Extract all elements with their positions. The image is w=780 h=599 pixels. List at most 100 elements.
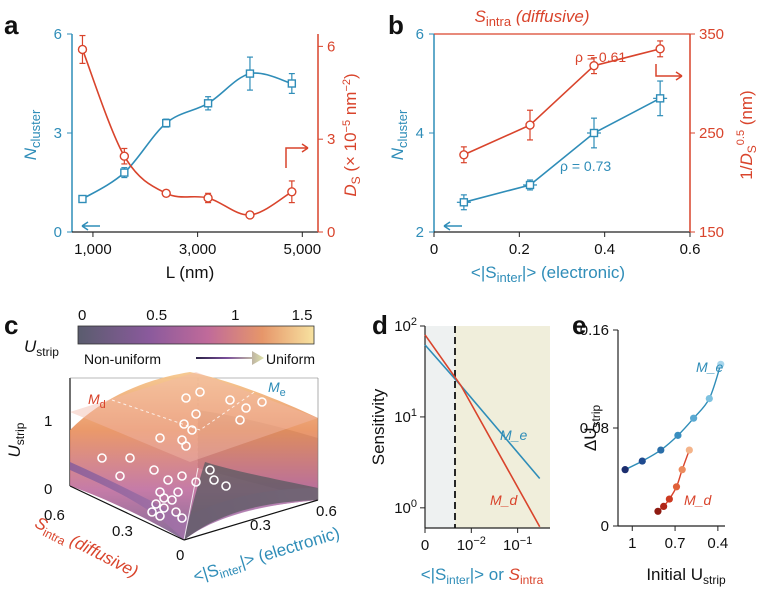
panel-a-s0-point-0 bbox=[78, 194, 87, 204]
panel-b-line-0 bbox=[463, 48, 661, 156]
panel-e-s1-point-5 bbox=[685, 446, 693, 454]
panel-c-point-3 bbox=[241, 403, 251, 413]
panel-c-point-15 bbox=[163, 475, 173, 485]
panel-e-xtick-label-0: 1 bbox=[628, 535, 636, 552]
panel-a-yrtick-label-1: 3 bbox=[327, 131, 335, 148]
panel-c-point-10 bbox=[181, 441, 191, 451]
panel-a-s1-point-0 bbox=[77, 44, 88, 55]
panel-d-xtick-label-1: 10−2 bbox=[457, 535, 486, 554]
panel-e-chart: 1 0.7 0.4 0 0.08 0.16 M_e M_d ΔUstrip Initial… bbox=[580, 322, 728, 587]
panel-b-y-right-label: 1/DS0.5 (nm) bbox=[735, 90, 759, 179]
panel-e-s1-point-3 bbox=[672, 483, 681, 491]
panel-e-s1-point-2 bbox=[665, 495, 673, 503]
panel-c-point-4 bbox=[257, 397, 267, 407]
panel-c-point-2 bbox=[225, 395, 235, 405]
panel-a-yltick-label-0: 0 bbox=[54, 224, 62, 241]
panel-b-s0-point-3 bbox=[655, 44, 665, 54]
panel-a-s1-point-4 bbox=[245, 210, 255, 220]
panel-d-xtick-label-0: 0 bbox=[421, 537, 429, 554]
panel-c-point-27 bbox=[171, 507, 181, 517]
panel-c-point-7 bbox=[179, 419, 189, 429]
panel-a-s1-point-5 bbox=[287, 187, 297, 197]
panel-c-cbtick-1: 0.5 bbox=[146, 307, 167, 324]
panel-c-point-18 bbox=[205, 465, 215, 475]
panel-d-shade-right bbox=[455, 326, 550, 528]
panel-a-s1-point-3 bbox=[203, 193, 213, 203]
panel-b-yltick-label-0: 2 bbox=[416, 224, 424, 241]
panel-b-yltick-label-1: 4 bbox=[416, 125, 424, 142]
panel-a-s0-point-1 bbox=[120, 168, 129, 177]
panel-b-s1-point-0 bbox=[459, 198, 469, 207]
panel-e-s0-point-0 bbox=[621, 466, 629, 474]
panel-c-point-5 bbox=[235, 415, 245, 425]
panel-b-label: b bbox=[388, 10, 404, 40]
svg-text:1/DS0.5 (nm): 1/DS0.5 (nm) bbox=[735, 90, 759, 179]
panel-c-ztick-1: 1 bbox=[44, 413, 52, 430]
panel-c-y-axis bbox=[183, 499, 319, 541]
panel-c-me-label: Me bbox=[268, 379, 286, 399]
panel-c-z-label: Ustrip bbox=[5, 422, 27, 457]
panel-b-xtick-label-0: 0 bbox=[430, 241, 438, 258]
panel-c-cbtick-0: 0 bbox=[78, 307, 86, 324]
panel-a-yltick-label-2: 6 bbox=[54, 26, 62, 43]
panel-e-label: e bbox=[572, 310, 586, 340]
svg-text:Ncluster: Ncluster bbox=[388, 109, 410, 160]
panel-d-line-1 bbox=[424, 334, 541, 528]
panel-a-xtick-label-0: 1,000 bbox=[74, 241, 112, 258]
panel-a-y-right-label: DS (× 10−5 nm−2) bbox=[341, 73, 363, 196]
svg-text:Ncluster: Ncluster bbox=[21, 109, 43, 160]
panel-c-colorbar-label: Ustrip bbox=[24, 337, 59, 359]
panel-b-title: Sintra (diffusive) bbox=[474, 7, 589, 29]
panel-e-s0-point-1 bbox=[638, 457, 646, 465]
panel-b-yltick-label-2: 6 bbox=[416, 26, 424, 43]
panel-e-ytick-label-2: 0.16 bbox=[580, 322, 609, 339]
panel-c-gradient-left: Non-uniform bbox=[84, 351, 161, 367]
panel-c-dashed-lines bbox=[111, 387, 261, 431]
panel-b-yrtick-label-2: 350 bbox=[699, 26, 724, 43]
panel-d-me-label: M_e bbox=[500, 427, 527, 443]
panel-c-point-8 bbox=[187, 425, 197, 435]
panel-d-x-label: <|Sinter|> or Sintra bbox=[421, 565, 544, 587]
panel-a-yrtick-label-2: 6 bbox=[327, 38, 335, 55]
panel-a-yltick-label-1: 3 bbox=[54, 125, 62, 142]
panel-e-y-label: ΔUstrip bbox=[581, 405, 603, 452]
panel-c-gradient-right: Uniform bbox=[266, 351, 315, 367]
panel-c-chart: Ustrip 0 0.5 1 1.5 Non-uniform Uniform Md M… bbox=[5, 307, 342, 586]
panel-c-x-axis bbox=[69, 485, 185, 541]
panel-b-s1-point-3 bbox=[655, 94, 665, 103]
panel-c-point-0 bbox=[181, 393, 191, 403]
panel-b-x-label: <|Sinter|> (electronic) bbox=[471, 263, 625, 285]
panel-d-label: d bbox=[372, 310, 388, 340]
panel-e-me-label: M_e bbox=[696, 359, 723, 375]
panel-c-point-17 bbox=[191, 477, 201, 487]
svg-text:ΔUstrip: ΔUstrip bbox=[581, 405, 603, 452]
panel-c-point-11 bbox=[155, 433, 165, 443]
panel-b-rho-blue: ρ = 0.73 bbox=[560, 158, 611, 174]
svg-text:Ustrip: Ustrip bbox=[5, 422, 27, 457]
panel-c-point-1 bbox=[195, 387, 205, 397]
panel-b-s1-point-2 bbox=[589, 128, 599, 138]
panel-a-s1-point-2 bbox=[161, 188, 171, 199]
panel-e-s0-point-3 bbox=[674, 431, 682, 439]
panel-e-s1-point-4 bbox=[678, 466, 686, 474]
panel-a-chart: 1,000 3,000 5,000 0 3 6 0 3 6 L (nm) Ncluster DS… bbox=[21, 26, 363, 282]
panel-a-x-label: L (nm) bbox=[166, 263, 215, 282]
panel-b-xtick-label-2: 0.4 bbox=[594, 241, 615, 258]
panel-e-ytick-label-0: 0 bbox=[601, 518, 609, 535]
panel-a-label: a bbox=[4, 10, 19, 40]
panel-b-s1-point-1 bbox=[525, 180, 535, 190]
panel-c-point-30 bbox=[115, 471, 125, 481]
panel-c-point-26 bbox=[159, 503, 169, 513]
panel-b-rho-red: ρ = 0.61 bbox=[575, 49, 626, 65]
panel-e-x-label: Initial Ustrip bbox=[646, 565, 726, 587]
panel-c-colorbar bbox=[77, 325, 315, 345]
panel-b-xtick-label-1: 0.2 bbox=[509, 241, 530, 258]
panel-a-left-arrow bbox=[81, 221, 100, 231]
panel-b-s0-point-1 bbox=[525, 120, 535, 130]
panel-d-ytick-label-0: 100 bbox=[394, 498, 417, 517]
panel-d-xtick-label-2: 10−1 bbox=[503, 535, 532, 554]
panel-a-s0-point-4 bbox=[245, 69, 255, 78]
panel-c-xtick-0: 0 bbox=[176, 547, 184, 564]
panel-c-point-29 bbox=[173, 487, 183, 497]
